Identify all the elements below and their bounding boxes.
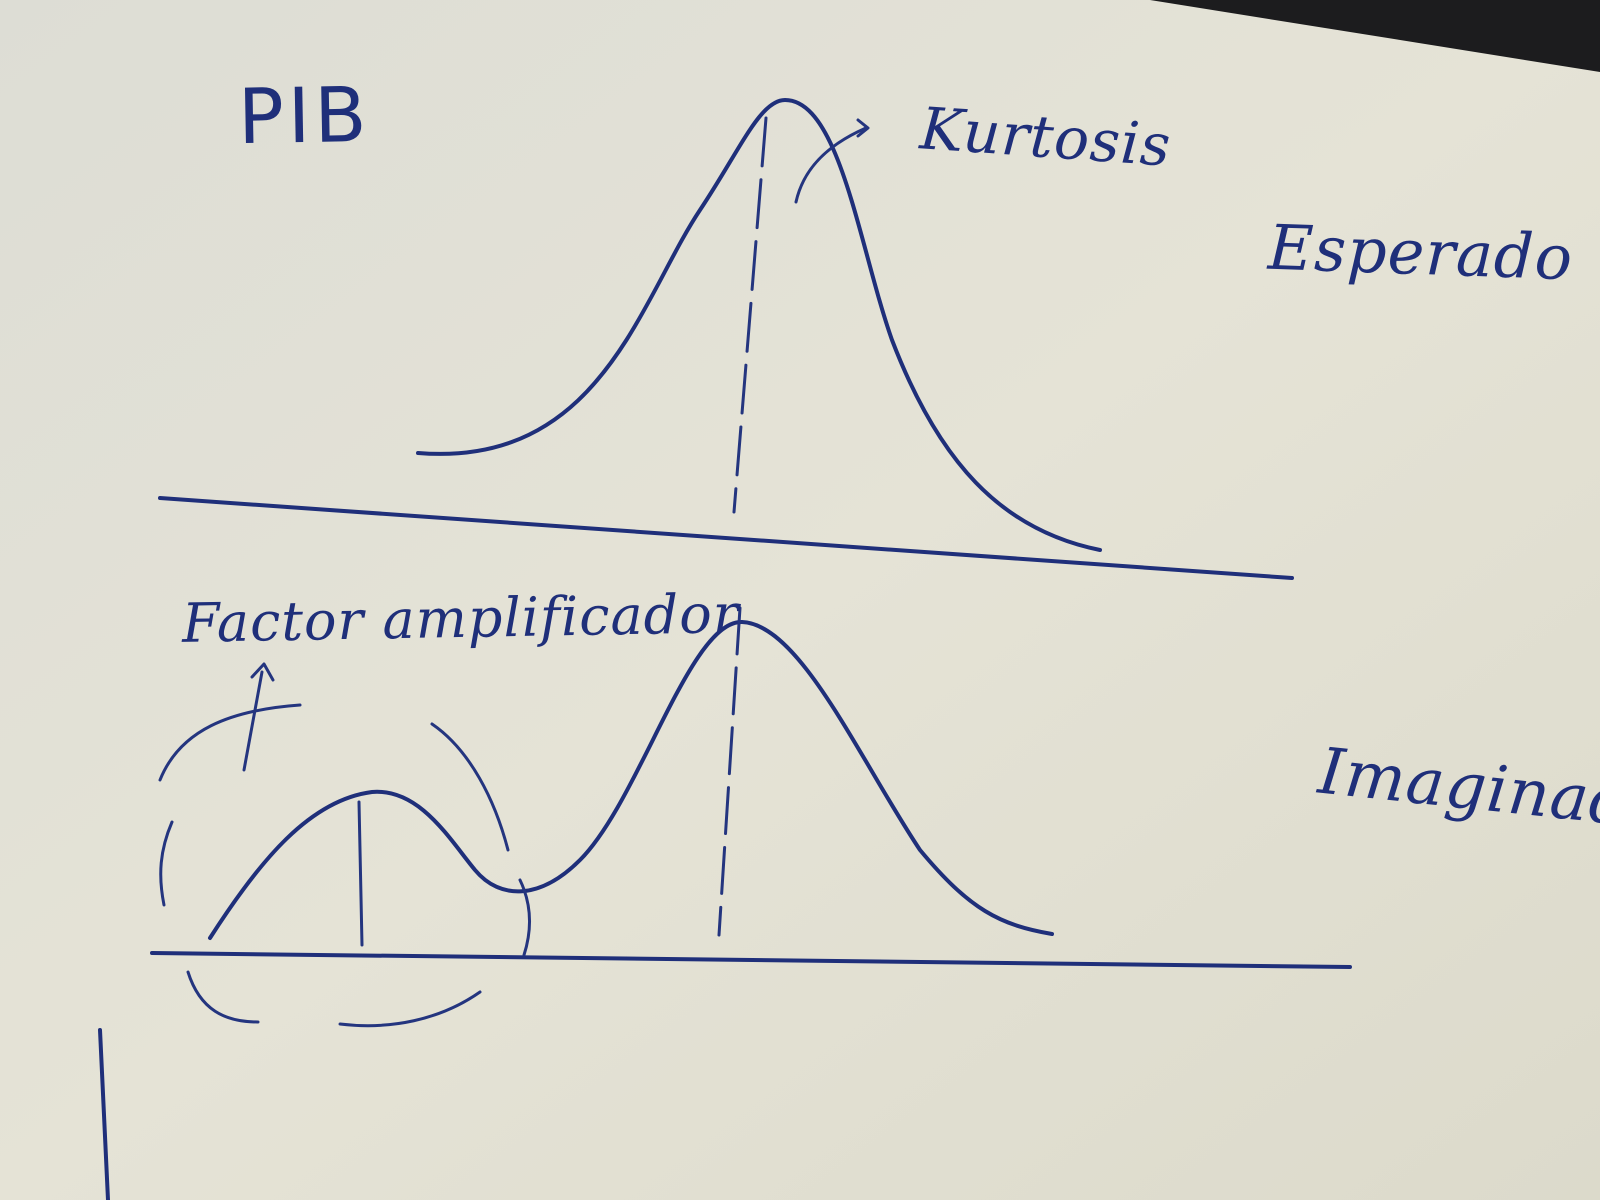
- amplifier-arrow-head: [250, 662, 275, 682]
- top-mean-dashed-line: [732, 116, 768, 514]
- highlight-circle-arc-4: [338, 990, 482, 1028]
- highlight-circle-arc-1: [158, 703, 302, 782]
- highlight-circle-arc-6: [159, 820, 174, 907]
- top-baseline: [158, 496, 1294, 580]
- kurtosis-arrow: [794, 126, 868, 204]
- bottom-bimodal-curve: [208, 619, 1054, 940]
- bottom-left-mode-line: [357, 800, 364, 947]
- kurtosis-label: Kurtosis: [917, 94, 1174, 180]
- highlight-circle-arc-3: [518, 878, 532, 957]
- bottom-right-mean-dashed-line: [717, 606, 742, 937]
- amplifier-label: Factor amplificador: [181, 582, 741, 655]
- title-label: PIB: [237, 69, 372, 162]
- amplifier-arrow: [242, 670, 264, 772]
- highlight-circle-arc-2: [430, 722, 510, 852]
- kurtosis-arrow-head: [856, 118, 870, 138]
- highlight-circle-arc-5: [186, 970, 260, 1024]
- stray-pen-stroke: [98, 1028, 110, 1200]
- bottom-baseline: [150, 951, 1352, 969]
- top-bell-curve: [416, 98, 1102, 552]
- top-curve-label: Esperado: [1266, 210, 1575, 295]
